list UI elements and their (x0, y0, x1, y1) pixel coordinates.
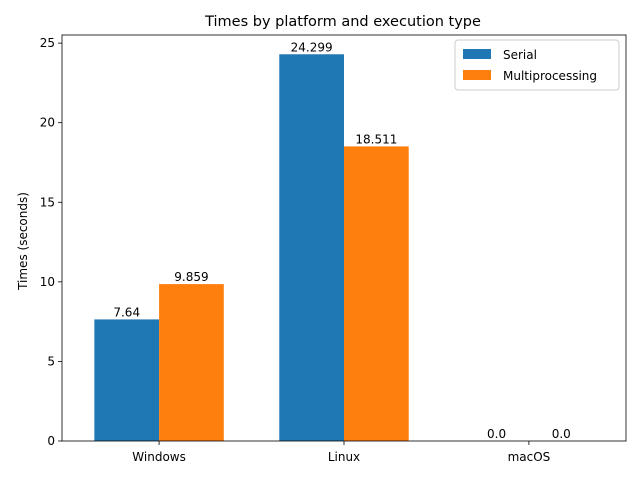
chart-title: Times by platform and execution type (204, 14, 481, 30)
y-tick-label: 15 (40, 195, 55, 209)
y-axis-label: Times (seconds) (16, 192, 30, 291)
data-label: 24.299 (291, 40, 333, 54)
y-tick-label: 5 (47, 354, 55, 368)
legend: Serial Multiprocessing (454, 39, 620, 91)
x-tick-label: macOS (508, 450, 551, 464)
data-label: 7.64 (113, 305, 140, 319)
data-label: 9.859 (174, 270, 208, 284)
data-label: 18.511 (355, 132, 397, 146)
data-label: 0.0 (552, 427, 571, 441)
x-tick-label: Windows (132, 450, 186, 464)
bar-windows-multiprocessing (159, 284, 224, 441)
bar-linux-multiprocessing (344, 146, 409, 442)
axes: 0 5 10 15 20 25 Windows Linux macOS (40, 34, 627, 464)
legend-label: Multiprocessing (503, 69, 597, 83)
legend-label: Serial (503, 48, 537, 62)
legend-box (454, 39, 620, 91)
plot-area: 7.64 24.299 0.0 9.859 18.511 0.0 (94, 40, 571, 442)
bar-linux-serial (279, 54, 344, 441)
y-tick-label: 0 (47, 434, 55, 448)
y-tick-label: 25 (40, 36, 55, 50)
legend-swatch-serial (463, 49, 491, 59)
x-tick-label: Linux (328, 450, 360, 464)
bar-windows-serial (94, 319, 160, 441)
legend-swatch-multiprocessing (463, 70, 491, 80)
data-label: 0.0 (487, 427, 506, 441)
y-tick-label: 20 (40, 116, 55, 130)
y-tick-label: 10 (40, 275, 55, 289)
